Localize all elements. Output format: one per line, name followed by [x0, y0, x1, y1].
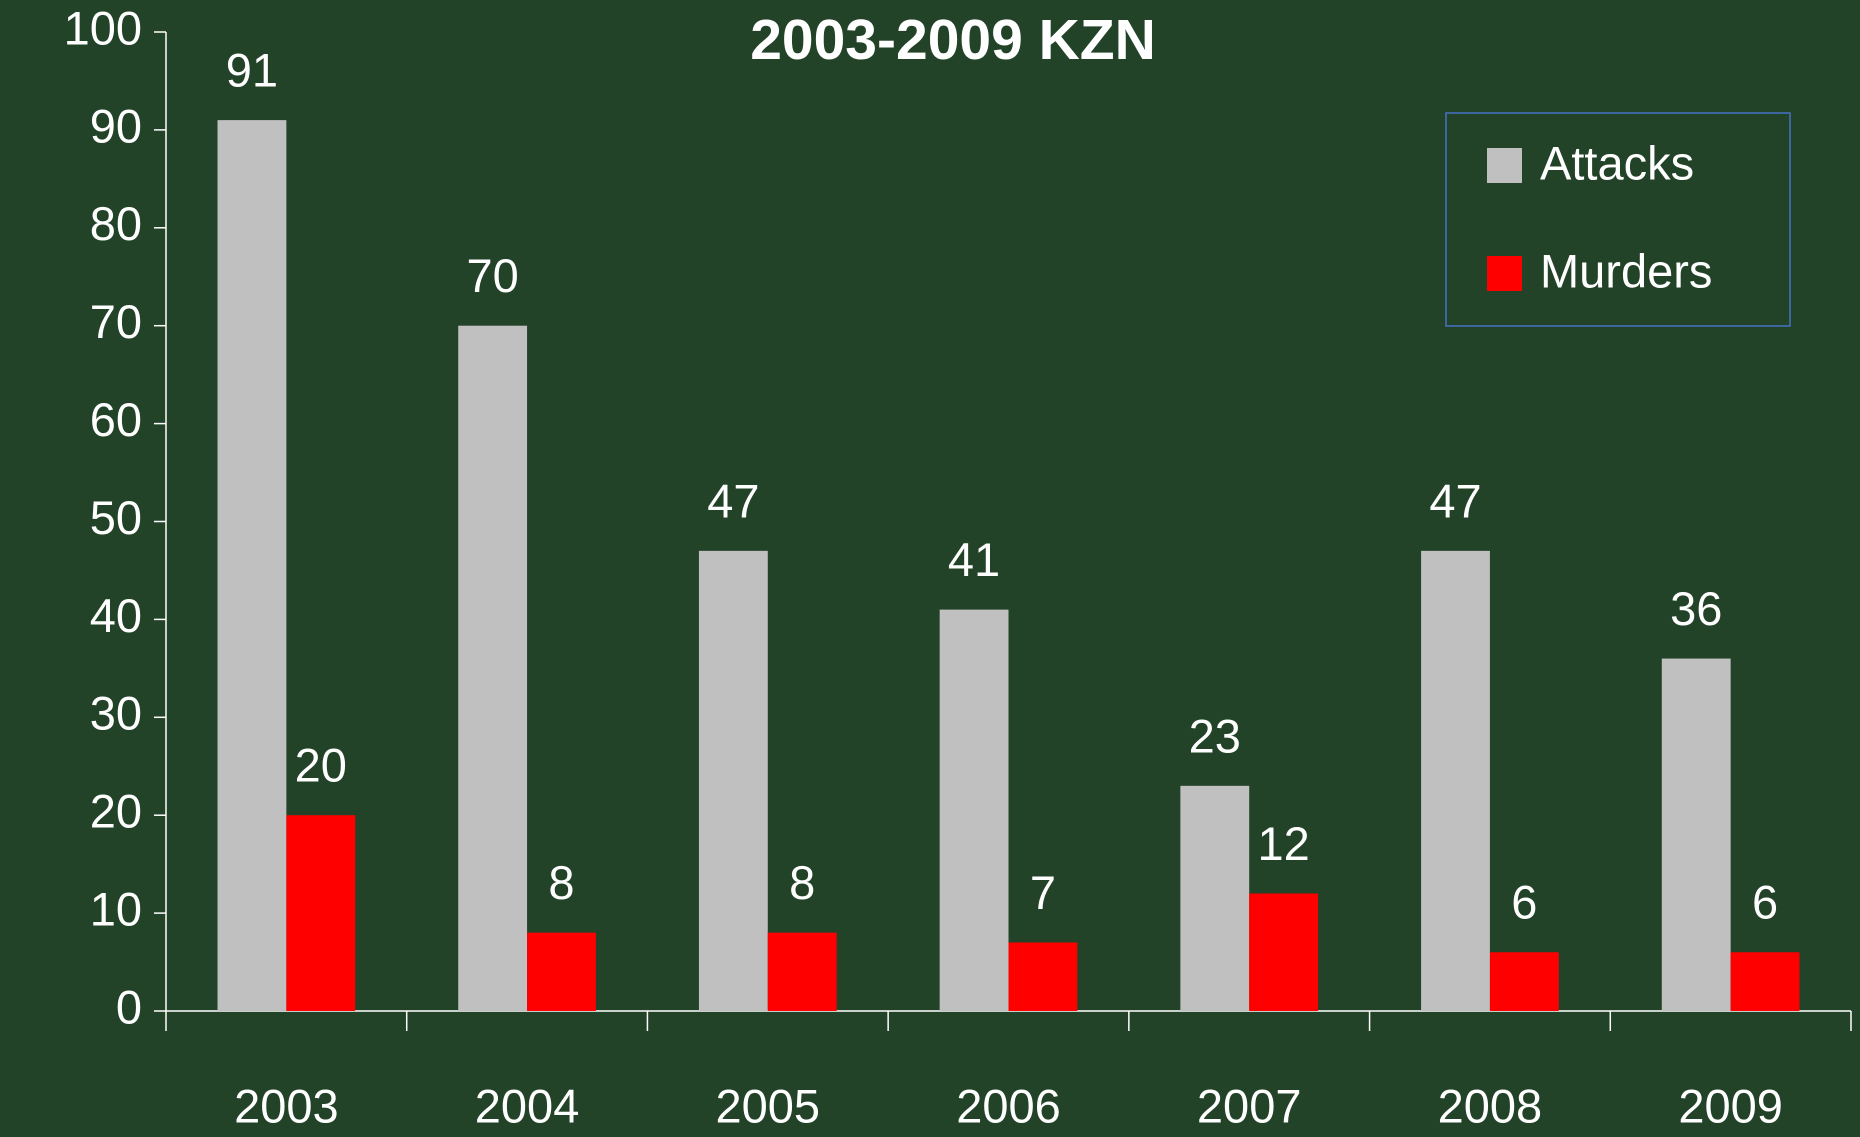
- y-tick-label: 100: [64, 1, 142, 54]
- legend-label: Attacks: [1540, 136, 1694, 189]
- bar: [458, 325, 528, 1011]
- y-tick-label: 40: [90, 589, 142, 642]
- data-label: 23: [1189, 709, 1241, 762]
- bar: [1489, 952, 1559, 1011]
- x-tick-label: 2008: [1438, 1079, 1543, 1132]
- bar: [217, 120, 287, 1012]
- y-tick-label: 80: [90, 197, 142, 250]
- bar: [1180, 785, 1250, 1011]
- y-tick-label: 60: [90, 393, 142, 446]
- bar: [698, 550, 768, 1011]
- data-label: 91: [226, 44, 278, 97]
- data-label: 6: [1752, 876, 1778, 929]
- data-label: 20: [295, 739, 347, 792]
- x-tick-label: 2003: [234, 1079, 339, 1132]
- bar: [527, 932, 596, 1011]
- data-label: 7: [1030, 866, 1056, 919]
- bar: [1661, 658, 1731, 1011]
- data-label: 8: [548, 856, 574, 909]
- legend-label: Murders: [1540, 244, 1712, 297]
- chart-title: 2003-2009 KZN: [750, 8, 1156, 72]
- x-tick-label: 2009: [1678, 1079, 1783, 1132]
- y-tick-label: 70: [90, 295, 142, 348]
- data-label: 47: [707, 474, 759, 527]
- legend-swatch: [1487, 256, 1522, 291]
- x-tick-label: 2005: [716, 1079, 821, 1132]
- data-label: 8: [789, 856, 815, 909]
- x-tick-label: 2006: [956, 1079, 1061, 1132]
- bar: [767, 932, 837, 1011]
- bar: [1421, 550, 1490, 1011]
- legend-swatch: [1487, 148, 1522, 183]
- y-tick-label: 50: [90, 491, 142, 544]
- bar: [1249, 893, 1319, 1011]
- data-label: 41: [948, 533, 1000, 586]
- y-tick-label: 0: [116, 980, 142, 1033]
- x-tick-label: 2004: [475, 1079, 580, 1132]
- data-label: 47: [1429, 474, 1481, 527]
- bar: [1730, 952, 1800, 1011]
- y-tick-label: 30: [90, 687, 142, 740]
- bar: [1008, 942, 1078, 1011]
- x-tick-label: 2007: [1197, 1079, 1302, 1132]
- data-label: 6: [1511, 876, 1537, 929]
- data-label: 12: [1257, 817, 1309, 870]
- y-tick-label: 10: [90, 883, 142, 936]
- data-label: 36: [1670, 582, 1722, 635]
- data-label: 70: [467, 249, 519, 302]
- legend-box: [1445, 112, 1791, 327]
- y-tick-label: 90: [90, 99, 142, 152]
- bar: [939, 609, 1009, 1011]
- bar: [286, 815, 356, 1011]
- y-tick-label: 20: [90, 785, 142, 838]
